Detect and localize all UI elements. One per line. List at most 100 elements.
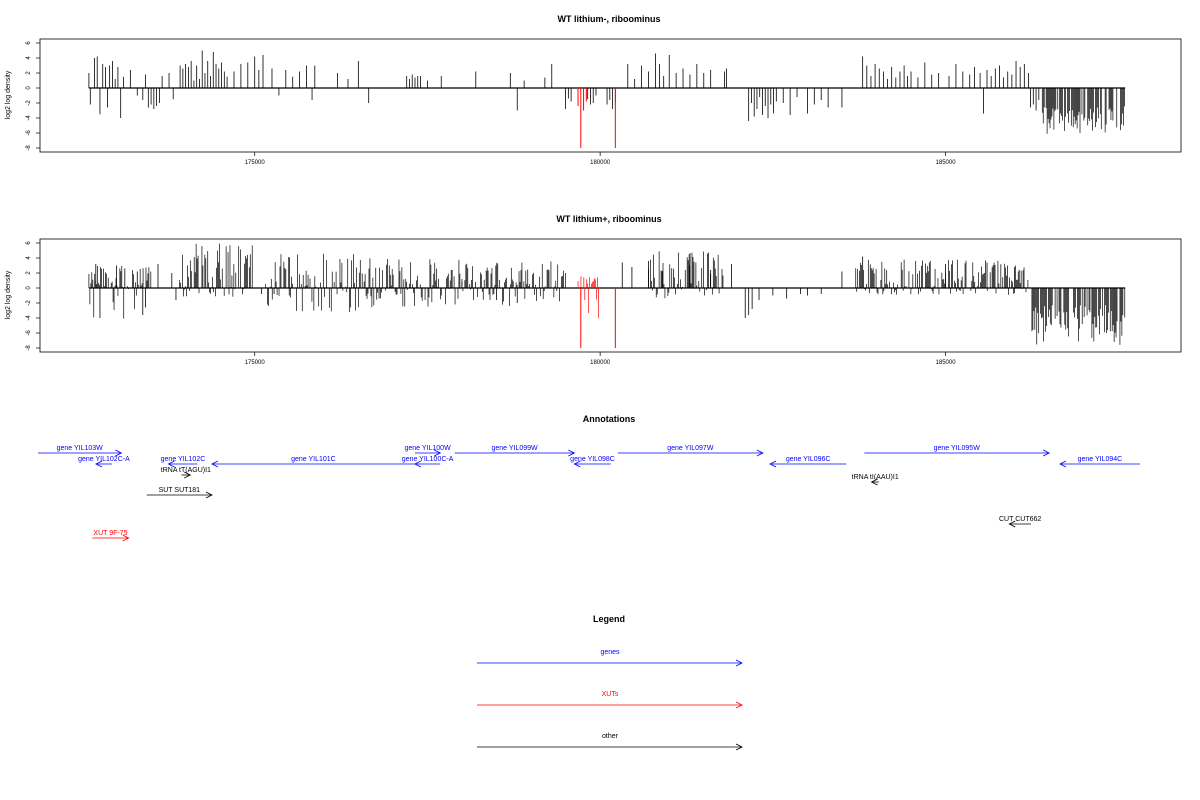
- annotation-feature: gene YIL100C-A: [402, 456, 454, 468]
- x-axis-ticks: 175000 180000 185000: [245, 152, 957, 166]
- arrow-head: [735, 743, 743, 751]
- legend-entries: genes XUTs other: [477, 649, 743, 751]
- feature-label: gene YIL098C: [570, 456, 615, 463]
- track-panel-lithium-minus: WT lithium-, riboominus log2 log density…: [5, 14, 1182, 166]
- annotation-feature: gene YIL099W: [454, 445, 576, 457]
- y-tick-label: -8: [26, 145, 32, 151]
- annotation-feature: gene YIL101C: [211, 456, 415, 468]
- y-tick-label: -2: [26, 300, 32, 306]
- y-axis-ticks: -8 -6 -4 -2 0 2 4 6: [26, 241, 40, 351]
- panel-title: WT lithium-, riboominus: [558, 14, 661, 24]
- feature-label: tRNA tT(AGU)I1: [161, 467, 211, 474]
- legend-entry: genes: [477, 649, 743, 667]
- feature-label: gene YIL101C: [291, 456, 336, 463]
- annotations-title: Annotations: [583, 414, 636, 424]
- arrow-head: [756, 449, 764, 457]
- arrow-head: [434, 449, 442, 457]
- annotation-feature: gene YIL098C: [570, 456, 615, 468]
- annotation-feature: CUT CUT662: [999, 516, 1041, 528]
- x-tick-label: 175000: [245, 160, 266, 166]
- x-tick-label: 180000: [590, 360, 611, 366]
- arrow-head: [211, 460, 219, 468]
- annotation-feature: gene YIL096C: [769, 456, 847, 468]
- x-tick-label: 185000: [936, 360, 957, 366]
- feature-label: XUT 9F-75: [93, 530, 127, 537]
- plot-frame: [39, 38, 1182, 153]
- annotation-feature: gene YIL095W: [864, 445, 1051, 457]
- y-tick-label: 2: [26, 71, 32, 75]
- arrow-head: [95, 460, 103, 468]
- feature-label: gene YIL100C-A: [402, 456, 454, 463]
- annotation-feature: XUT 9F-75: [92, 530, 130, 542]
- legend-label: genes: [600, 649, 620, 656]
- arrow-head: [184, 471, 192, 479]
- feature-label: SUT SUT181: [159, 487, 201, 494]
- signal-bars: [88, 50, 1126, 148]
- arrow-head: [1042, 449, 1051, 457]
- annotation-feature: gene YIL103W: [38, 445, 123, 457]
- arrow-head: [573, 460, 581, 468]
- arrow-head: [769, 460, 777, 468]
- y-tick-label: 0: [26, 286, 32, 290]
- feature-label: gene YIL102C-A: [78, 456, 130, 463]
- arrow-head: [735, 701, 743, 709]
- arrow-head: [1008, 520, 1016, 528]
- y-tick-label: 2: [26, 271, 32, 275]
- x-axis-ticks: 175000 180000 185000: [245, 352, 957, 366]
- y-tick-label: 4: [26, 256, 32, 260]
- arrow-head: [167, 460, 175, 468]
- arrow-head: [115, 449, 123, 457]
- legend-panel: Legend genes XUTs other: [477, 614, 743, 751]
- arrow-head: [122, 534, 130, 542]
- annotation-feature: gene YIL100W: [405, 445, 452, 457]
- annotation-feature: tRNA tT(AGU)I1: [161, 467, 211, 479]
- y-tick-label: 4: [26, 56, 32, 60]
- arrow-head: [1059, 460, 1067, 468]
- arrow-head: [205, 491, 213, 499]
- feature-label: gene YIL097W: [667, 445, 714, 452]
- track-panel-lithium-plus: WT lithium+, riboominus log2 log density…: [5, 214, 1182, 366]
- y-tick-label: -6: [26, 130, 32, 136]
- annotation-feature: gene YIL102C-A: [78, 456, 130, 468]
- annotation-feature: gene YIL102C: [161, 456, 206, 468]
- annotation-feature: gene YIL094C: [1059, 456, 1140, 468]
- annotation-feature: tRNA tI(AAU)I1: [852, 474, 899, 486]
- feature-label: gene YIL103W: [57, 445, 104, 452]
- y-tick-label: 0: [26, 86, 32, 90]
- x-tick-label: 185000: [936, 160, 957, 166]
- x-tick-label: 175000: [245, 360, 266, 366]
- y-axis-ticks: -8 -6 -4 -2 0 2 4 6: [26, 41, 40, 151]
- plot-frame: [39, 238, 1182, 353]
- annotation-feature: gene YIL097W: [617, 445, 764, 457]
- legend-label: other: [602, 733, 619, 740]
- y-axis-label: log2 log density: [5, 70, 12, 119]
- feature-label: gene YIL099W: [491, 445, 538, 452]
- y-tick-label: -6: [26, 330, 32, 336]
- y-tick-label: -2: [26, 100, 32, 106]
- arrow-head: [735, 659, 743, 667]
- y-tick-label: 6: [26, 241, 32, 245]
- legend-label: XUTs: [602, 691, 619, 698]
- panel-title: WT lithium+, riboominus: [556, 214, 661, 224]
- x-tick-label: 180000: [590, 160, 611, 166]
- feature-label: gene YIL096C: [786, 456, 831, 463]
- feature-label: CUT CUT662: [999, 516, 1041, 523]
- feature-label: gene YIL102C: [161, 456, 206, 463]
- arrow-head: [870, 478, 878, 486]
- y-tick-label: -4: [26, 315, 32, 321]
- feature-label: gene YIL094C: [1078, 456, 1123, 463]
- legend-title: Legend: [593, 614, 625, 624]
- y-tick-label: -4: [26, 115, 32, 121]
- signal-bars: [88, 243, 1126, 348]
- feature-label: tRNA tI(AAU)I1: [852, 474, 899, 481]
- y-axis-label: log2 log density: [5, 270, 12, 319]
- feature-label: gene YIL095W: [934, 445, 981, 452]
- feature-label: gene YIL100W: [405, 445, 452, 452]
- legend-entry: other: [477, 733, 743, 751]
- arrow-head: [568, 449, 576, 457]
- y-tick-label: -8: [26, 345, 32, 351]
- annotation-features: gene YIL103W gene YIL102C-A gene YIL102C ge…: [38, 445, 1140, 542]
- arrow-head: [414, 460, 422, 468]
